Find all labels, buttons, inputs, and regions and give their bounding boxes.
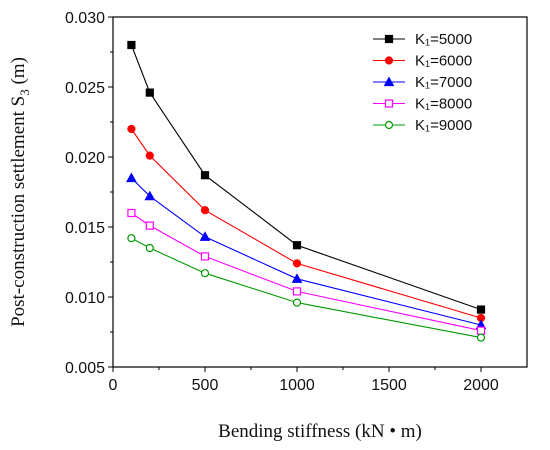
legend-marker <box>384 120 394 130</box>
legend-marker <box>384 99 394 108</box>
y-tick-label: 0.020 <box>65 150 105 167</box>
x-axis-title: Bending stiffness (kN • m) <box>218 421 422 442</box>
series-5 <box>127 234 486 342</box>
y-tick-label: 0.005 <box>65 360 105 377</box>
series-3 <box>126 172 487 330</box>
data-point <box>291 273 303 283</box>
legend-marker <box>384 56 394 65</box>
x-tick-label: 0 <box>109 377 118 394</box>
y-axis-title: Post-construction settlement S3 (m) <box>8 57 32 327</box>
legend-label: K₁=7000 <box>415 74 472 91</box>
data-point <box>476 333 486 342</box>
y-axis-title-prefix: Post-construction settlement S <box>8 96 29 327</box>
data-point <box>292 241 302 250</box>
series-1 <box>127 40 486 314</box>
data-point <box>476 326 486 335</box>
x-tick-label: 2000 <box>463 377 499 394</box>
legend-marker <box>384 34 394 44</box>
legend-item: K₁=5000 <box>373 31 472 48</box>
data-point <box>145 151 154 160</box>
legend-label: K₁=8000 <box>415 96 472 113</box>
series-2 <box>127 124 486 323</box>
y-tick-label: 0.010 <box>65 290 105 307</box>
y-tick-label: 0.030 <box>65 10 105 27</box>
y-axis-title-subscript: 3 <box>17 89 32 96</box>
data-point <box>200 206 210 215</box>
series-4 <box>127 208 486 335</box>
data-point <box>292 298 302 307</box>
data-point <box>200 269 210 278</box>
y-axis-title-suffix: (m) <box>8 57 29 89</box>
y-tick-label: 0.015 <box>65 220 105 237</box>
data-point <box>145 88 154 97</box>
legend-item: K₁=9000 <box>373 117 472 134</box>
data-point <box>292 287 302 296</box>
data-point <box>145 221 154 230</box>
x-tick-label: 1000 <box>279 377 315 394</box>
data-point <box>292 259 302 268</box>
x-tick-label: 500 <box>192 377 219 394</box>
series-line <box>130 128 482 319</box>
series-line <box>131 237 482 339</box>
data-point <box>127 124 136 134</box>
plot-frame <box>112 16 528 368</box>
data-point <box>200 252 210 261</box>
legend-marker <box>383 76 395 87</box>
series-line <box>131 212 482 332</box>
data-point <box>126 172 137 183</box>
series-layer <box>126 40 487 342</box>
data-point <box>199 231 211 241</box>
legend-item: K₁=7000 <box>373 74 472 91</box>
legend-label: K₁=5000 <box>415 31 472 48</box>
x-tick-label: 1500 <box>371 377 407 394</box>
legend-label: K₁=9000 <box>415 117 472 134</box>
legend-item: K₁=8000 <box>373 96 472 113</box>
y-tick-label: 0.025 <box>65 80 105 97</box>
data-point <box>127 40 136 50</box>
data-point <box>144 190 156 201</box>
legend-label: K₁=6000 <box>415 53 472 70</box>
data-point <box>127 234 136 243</box>
axes: 0 500 1000 1500 2000 0.005 0.010 0.015 0.020 0.02… <box>65 10 528 394</box>
data-point <box>476 305 486 314</box>
data-point <box>127 208 136 218</box>
data-point <box>145 243 154 253</box>
legend-item: K₁=6000 <box>373 53 472 70</box>
legend: K₁=5000 K₁=6000 K₁=7000 K₁=8000 K₁=9000 <box>373 31 472 134</box>
data-point <box>200 171 210 180</box>
